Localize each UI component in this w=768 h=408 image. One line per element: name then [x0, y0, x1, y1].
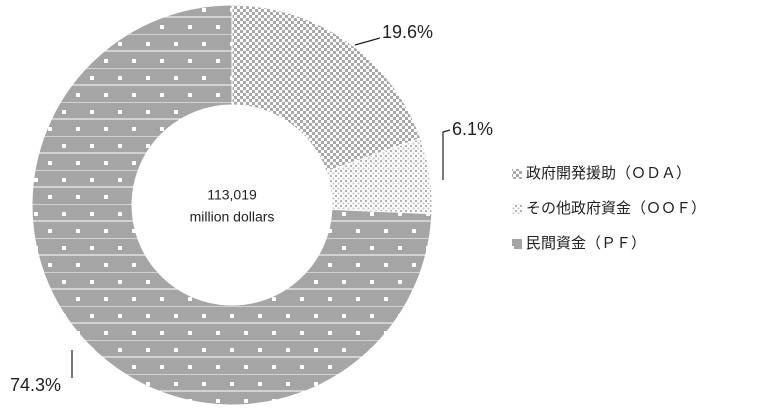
center-text: 113,019: [207, 187, 257, 203]
legend-swatch: [512, 239, 522, 249]
data-label: 6.1%: [452, 119, 493, 139]
legend-swatch: [512, 169, 522, 179]
legend-label: 政府開発援助（ＯＤＡ）: [526, 165, 691, 182]
center-text: million dollars: [190, 209, 275, 225]
leader-line: [354, 37, 381, 46]
data-label: 19.6%: [382, 22, 433, 42]
donut-slice: [31, 4, 433, 406]
leader-line: [442, 129, 451, 180]
data-label: 74.3%: [10, 375, 61, 395]
donut-slice: [231, 4, 422, 173]
legend-swatch: [512, 204, 522, 214]
legend-label: 民間資金（ＰＦ）: [526, 235, 646, 252]
legend-label: その他政府資金（ＯＯＦ）: [526, 200, 706, 217]
